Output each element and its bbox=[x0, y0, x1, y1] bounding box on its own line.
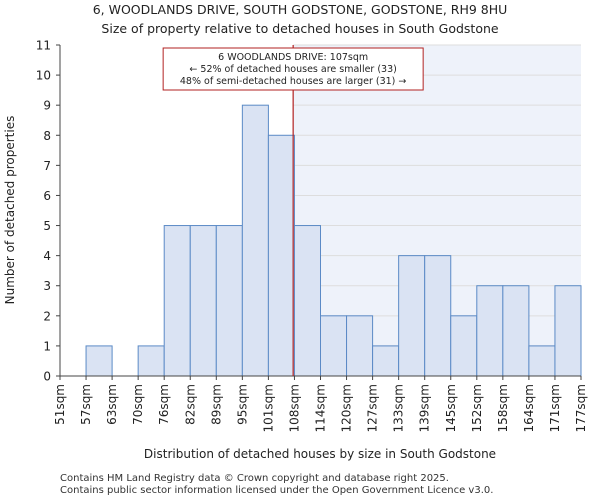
x-tick-label: 145sqm bbox=[444, 384, 458, 432]
x-tick-label: 164sqm bbox=[522, 384, 536, 432]
histogram-bar bbox=[476, 285, 504, 377]
chart-subtitle: Size of property relative to detached ho… bbox=[101, 21, 499, 36]
x-tick-label: 76sqm bbox=[157, 384, 171, 425]
x-tick-label: 51sqm bbox=[53, 384, 67, 425]
histogram-bar bbox=[320, 315, 348, 377]
x-tick-label: 108sqm bbox=[287, 384, 301, 432]
y-tick-label: 2 bbox=[43, 309, 51, 323]
histogram-bar bbox=[293, 225, 322, 377]
x-tick-label: 114sqm bbox=[314, 384, 328, 432]
x-tick-label: 158sqm bbox=[496, 384, 510, 432]
y-tick-label: 7 bbox=[43, 159, 51, 173]
histogram-bar bbox=[528, 345, 556, 377]
x-tick-label: 139sqm bbox=[418, 384, 432, 432]
x-axis-label: Distribution of detached houses by size … bbox=[144, 447, 496, 461]
x-tick-label: 70sqm bbox=[131, 384, 145, 425]
annotation-line: ← 52% of detached houses are smaller (33… bbox=[189, 64, 396, 75]
histogram-bar bbox=[554, 285, 582, 377]
x-tick-label: 127sqm bbox=[366, 384, 380, 432]
y-tick-label: 3 bbox=[43, 279, 51, 293]
chart-title: 6, WOODLANDS DRIVE, SOUTH GODSTONE, GODS… bbox=[92, 2, 508, 17]
x-tick-label: 171sqm bbox=[548, 384, 562, 432]
y-tick-label: 5 bbox=[43, 219, 51, 233]
histogram-bar bbox=[398, 255, 426, 377]
y-tick-label: 9 bbox=[43, 99, 51, 113]
x-tick-label: 57sqm bbox=[79, 384, 93, 425]
y-tick-label: 4 bbox=[43, 249, 51, 263]
annotation-line: 6 WOODLANDS DRIVE: 107sqm bbox=[218, 52, 368, 63]
histogram-bar bbox=[137, 345, 165, 377]
footer-line-2: Contains public sector information licen… bbox=[60, 485, 494, 496]
annotation-box bbox=[162, 47, 424, 91]
histogram-bar bbox=[215, 225, 243, 377]
histogram-bar bbox=[372, 345, 400, 377]
histogram-bar bbox=[267, 134, 295, 377]
histogram-bar bbox=[450, 315, 478, 377]
x-tick-label: 95sqm bbox=[235, 384, 249, 425]
x-tick-label: 89sqm bbox=[209, 384, 223, 425]
x-tick-label: 63sqm bbox=[105, 384, 119, 425]
y-tick-label: 8 bbox=[43, 129, 51, 143]
y-tick-label: 0 bbox=[43, 370, 51, 384]
histogram-bar bbox=[346, 315, 374, 377]
x-tick-label: 152sqm bbox=[470, 384, 484, 432]
histogram-bar bbox=[163, 225, 191, 377]
histogram-bar bbox=[424, 255, 452, 377]
histogram-bar bbox=[241, 104, 269, 377]
y-tick-label: 10 bbox=[36, 69, 51, 83]
histogram-bar bbox=[85, 345, 113, 377]
x-tick-label: 82sqm bbox=[183, 384, 197, 425]
histogram-bar bbox=[189, 225, 217, 377]
x-tick-label: 101sqm bbox=[261, 384, 275, 432]
y-axis-label: Number of detached properties bbox=[3, 116, 17, 305]
y-tick-label: 1 bbox=[43, 339, 51, 353]
x-tick-label: 120sqm bbox=[340, 384, 354, 432]
footer-line-1: Contains HM Land Registry data © Crown c… bbox=[60, 473, 449, 484]
y-tick-label: 6 bbox=[43, 189, 51, 203]
y-tick-label: 11 bbox=[36, 39, 51, 53]
annotation-line: 48% of semi-detached houses are larger (… bbox=[180, 76, 407, 87]
histogram-bar bbox=[502, 285, 530, 377]
x-tick-label: 133sqm bbox=[392, 384, 406, 432]
x-tick-label: 177sqm bbox=[574, 384, 588, 432]
